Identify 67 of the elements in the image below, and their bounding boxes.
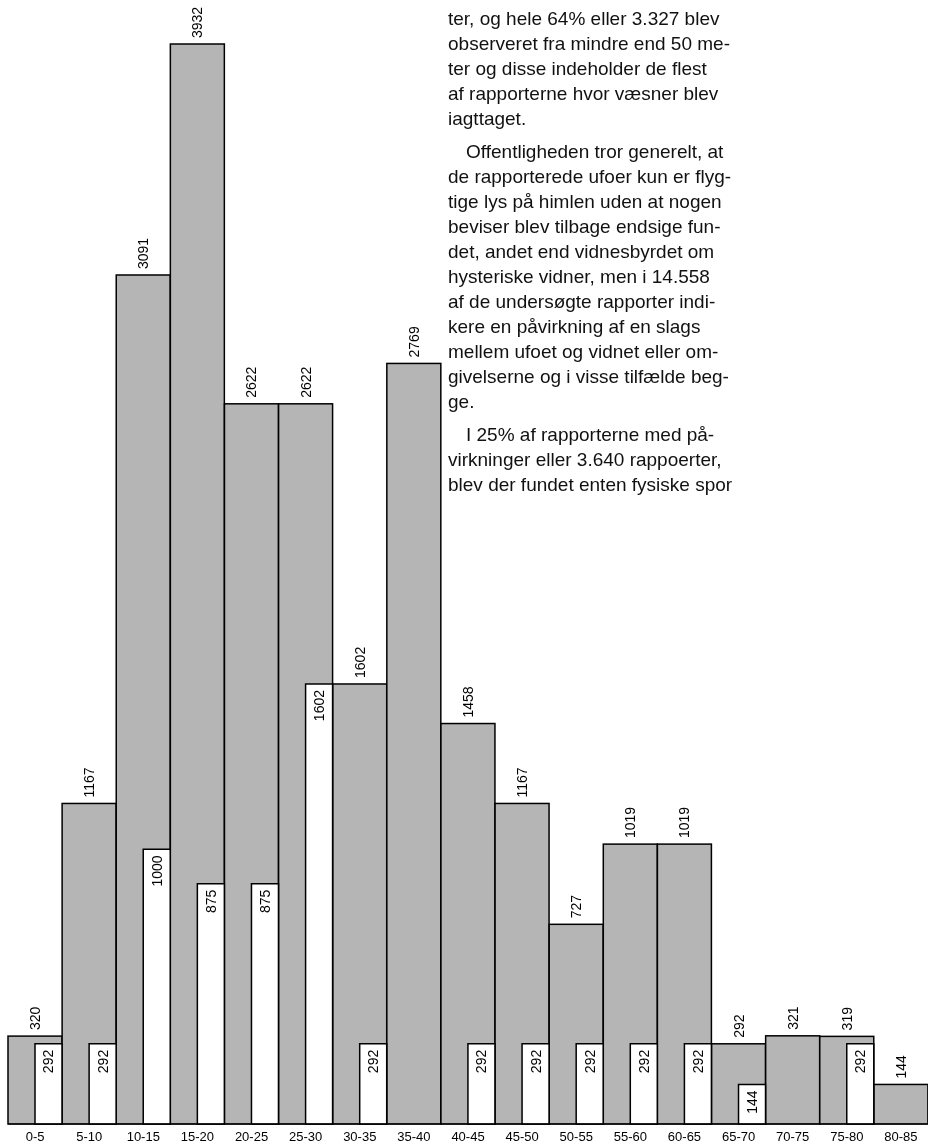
x-tick-label: 10-15 bbox=[126, 1129, 160, 1145]
annotation: kere en påvirkning af en slags bbox=[448, 315, 702, 339]
annotation: virkninger eller 3.640 rappoerter, bbox=[448, 448, 723, 472]
data-label: 1019 bbox=[622, 806, 639, 839]
data-label: 1000 bbox=[148, 855, 165, 887]
x-tick-label: 0-5 bbox=[25, 1129, 45, 1145]
x-tick-label: 40-45 bbox=[451, 1129, 485, 1145]
data-label: 319 bbox=[838, 1006, 855, 1031]
annotation: I 25% af rapporterne med på- bbox=[465, 423, 716, 447]
x-tick-label: 70-75 bbox=[776, 1129, 810, 1145]
data-label: 320 bbox=[27, 1006, 43, 1031]
data-label: 875 bbox=[202, 889, 219, 914]
x-tick-label: 35-40 bbox=[397, 1129, 431, 1145]
data-label: 292 bbox=[473, 1049, 490, 1074]
data-label: 144 bbox=[892, 1054, 909, 1079]
data-label: 2769 bbox=[405, 326, 422, 358]
annotation: det, andet end vidnesbyrdet om bbox=[448, 240, 716, 264]
x-tick-label: 65-70 bbox=[721, 1129, 756, 1145]
text: ter, og hele 64% eller 3.327 blev bbox=[448, 7, 721, 31]
data-label: 1019 bbox=[676, 806, 693, 839]
annotation: de rapporterede ufoer kun er flyg- bbox=[448, 165, 733, 189]
data-label: 292 bbox=[635, 1049, 652, 1074]
data-label: 292 bbox=[40, 1049, 57, 1074]
x-tick-label: 50-55 bbox=[559, 1129, 593, 1145]
data-label: 292 bbox=[852, 1049, 869, 1074]
data-label: 2622 bbox=[297, 366, 314, 398]
x-tick-label: 80-85 bbox=[884, 1129, 918, 1145]
data-label: 292 bbox=[689, 1049, 706, 1074]
data-label: 1458 bbox=[459, 686, 476, 718]
data-label: 2622 bbox=[243, 366, 260, 398]
x-tick-label: 25-30 bbox=[289, 1129, 323, 1145]
x-tick-label: 15-20 bbox=[180, 1129, 215, 1145]
data-label: 3091 bbox=[135, 237, 152, 269]
x-tick-label: 5-10 bbox=[76, 1129, 103, 1145]
data-label: 1167 bbox=[81, 767, 98, 798]
annotation: beviser blev tilbage endsige fun- bbox=[448, 215, 722, 239]
x-tick-label: 45-50 bbox=[505, 1129, 539, 1145]
annotation: Offentligheden tror generelt, at bbox=[465, 140, 725, 164]
annotation: hysteriske vidner, men i 14.558 bbox=[448, 265, 711, 289]
data-label: 144 bbox=[744, 1090, 761, 1114]
annotation: ge. bbox=[448, 390, 476, 414]
annotation: ter og disse indeholder de flest bbox=[448, 57, 708, 81]
data-label: 727 bbox=[568, 894, 585, 919]
x-tick-label: 55-60 bbox=[613, 1129, 647, 1145]
x-tick-label: 60-65 bbox=[667, 1129, 702, 1145]
annotation: mellem ufoet og vidnet eller om- bbox=[448, 340, 720, 364]
data-label: 1602 bbox=[311, 689, 328, 722]
data-label: 292 bbox=[94, 1049, 111, 1074]
annotation: givelserne og i visse tilfælde beg- bbox=[448, 365, 730, 389]
annotation: af rapporterne hvor væsner blev bbox=[448, 82, 720, 106]
annotation: observeret fra mindre end 50 me- bbox=[448, 32, 731, 56]
data-label: 292 bbox=[581, 1049, 598, 1074]
data-label: 292 bbox=[527, 1049, 544, 1074]
x-tick-label: 20-25 bbox=[234, 1129, 269, 1145]
data-label: 292 bbox=[730, 1014, 747, 1038]
annotation: tige lys på himlen uden at nogen bbox=[448, 190, 723, 214]
data-label: 3932 bbox=[189, 6, 206, 38]
x-tick-label: 75-80 bbox=[830, 1129, 864, 1145]
annotation: af de undersøgte rapporter indi- bbox=[448, 290, 717, 314]
data-label: 1167 bbox=[514, 767, 531, 798]
annotation: blev der fundet enten fysiske spor bbox=[448, 473, 733, 497]
data-label: 875 bbox=[256, 889, 273, 914]
data-label: 1602 bbox=[351, 646, 368, 678]
data-label: 321 bbox=[784, 1006, 801, 1030]
x-tick-label: 30-35 bbox=[343, 1129, 377, 1145]
data-label: 292 bbox=[365, 1049, 382, 1074]
annotation: iagttaget. bbox=[448, 107, 528, 131]
